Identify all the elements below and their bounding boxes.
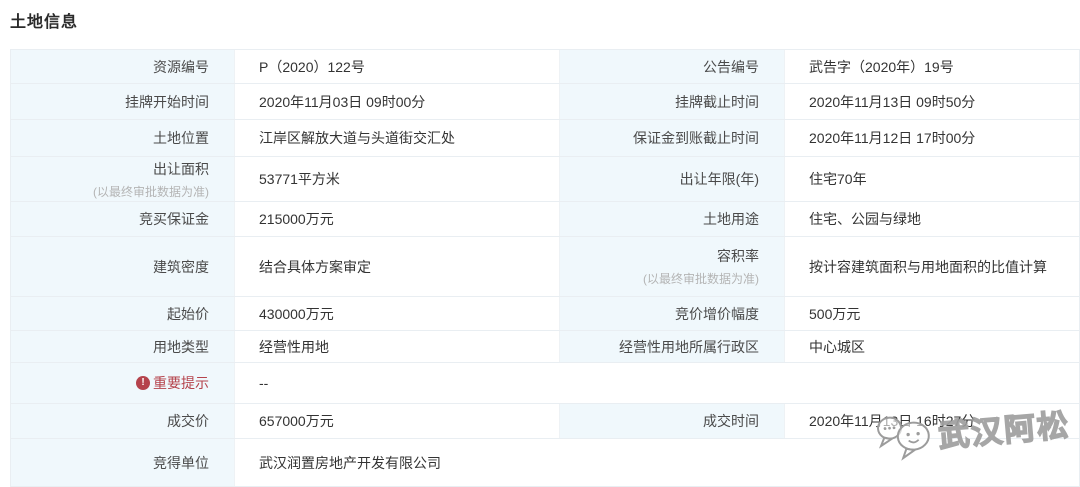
field-label-land-location: 土地位置 (11, 120, 234, 156)
field-value-bid-increment: 500万元 (784, 297, 1079, 330)
field-label-important-notice: ! 重要提示 (11, 363, 234, 403)
field-value-deal-time: 2020年11月13日 16时27分 (784, 404, 1079, 438)
land-info-table: 资源编号 P（2020）122号 公告编号 武告字（2020年）19号 挂牌开始… (10, 49, 1080, 487)
field-label-announcement-no: 公告编号 (559, 50, 784, 83)
field-value-important-notice: -- (234, 363, 1079, 403)
field-label-plot-ratio: 容积率 (以最终审批数据为准) (559, 237, 784, 296)
field-label-transfer-area: 出让面积 (以最终审批数据为准) (11, 157, 234, 201)
field-value-winning-bidder: 武汉润置房地产开发有限公司 (234, 439, 1079, 486)
field-value-transfer-term: 住宅70年 (784, 157, 1079, 201)
field-value-land-type: 经营性用地 (234, 331, 559, 362)
field-value-starting-price: 430000万元 (234, 297, 559, 330)
field-value-admin-district: 中心城区 (784, 331, 1079, 362)
field-value-listing-start: 2020年11月03日 09时00分 (234, 84, 559, 119)
table-row: 竞得单位 武汉润置房地产开发有限公司 (11, 439, 1079, 487)
field-label-admin-district: 经营性用地所属行政区 (559, 331, 784, 362)
field-label-land-use: 土地用途 (559, 202, 784, 236)
field-label-deal-time: 成交时间 (559, 404, 784, 438)
field-value-plot-ratio: 按计容建筑面积与用地面积的比值计算 (784, 237, 1079, 296)
exclamation-circle-icon: ! (136, 376, 150, 390)
field-label-winning-bidder: 竞得单位 (11, 439, 234, 486)
table-row: ! 重要提示 -- (11, 363, 1079, 404)
field-sublabel-transfer-area: (以最终审批数据为准) (93, 184, 209, 199)
field-label-land-type: 用地类型 (11, 331, 234, 362)
field-label-deal-price: 成交价 (11, 404, 234, 438)
table-row: 竞买保证金 215000万元 土地用途 住宅、公园与绿地 (11, 202, 1079, 237)
field-sublabel-plot-ratio: (以最终审批数据为准) (643, 272, 759, 286)
field-value-deposit-deadline: 2020年11月12日 17时00分 (784, 120, 1079, 156)
table-row: 挂牌开始时间 2020年11月03日 09时00分 挂牌截止时间 2020年11… (11, 84, 1079, 120)
field-label-building-density: 建筑密度 (11, 237, 234, 296)
field-label-listing-start: 挂牌开始时间 (11, 84, 234, 119)
field-value-announcement-no: 武告字（2020年）19号 (784, 50, 1079, 83)
table-row: 成交价 657000万元 成交时间 2020年11月13日 16时27分 (11, 404, 1079, 439)
field-value-land-location: 江岸区解放大道与头道街交汇处 (234, 120, 559, 156)
field-value-listing-end: 2020年11月13日 09时50分 (784, 84, 1079, 119)
table-row: 出让面积 (以最终审批数据为准) 53771平方米 出让年限(年) 住宅70年 (11, 157, 1079, 202)
table-row: 用地类型 经营性用地 经营性用地所属行政区 中心城区 (11, 331, 1079, 363)
field-label-listing-end: 挂牌截止时间 (559, 84, 784, 119)
field-value-bid-deposit: 215000万元 (234, 202, 559, 236)
field-label-deposit-deadline: 保证金到账截止时间 (559, 120, 784, 156)
field-value-deal-price: 657000万元 (234, 404, 559, 438)
table-row: 资源编号 P（2020）122号 公告编号 武告字（2020年）19号 (11, 50, 1079, 84)
table-row: 土地位置 江岸区解放大道与头道街交汇处 保证金到账截止时间 2020年11月12… (11, 120, 1079, 157)
field-label-resource-no: 资源编号 (11, 50, 234, 83)
field-label-bid-increment: 竞价增价幅度 (559, 297, 784, 330)
field-value-land-use: 住宅、公园与绿地 (784, 202, 1079, 236)
page-title: 土地信息 (10, 14, 79, 31)
field-label-transfer-term: 出让年限(年) (559, 157, 784, 201)
field-value-building-density: 结合具体方案审定 (234, 237, 559, 296)
table-row: 起始价 430000万元 竞价增价幅度 500万元 (11, 297, 1079, 331)
table-row: 建筑密度 结合具体方案审定 容积率 (以最终审批数据为准) 按计容建筑面积与用地… (11, 237, 1079, 297)
field-value-resource-no: P（2020）122号 (234, 50, 559, 83)
field-label-starting-price: 起始价 (11, 297, 234, 330)
field-value-transfer-area: 53771平方米 (234, 157, 559, 201)
field-label-bid-deposit: 竞买保证金 (11, 202, 234, 236)
